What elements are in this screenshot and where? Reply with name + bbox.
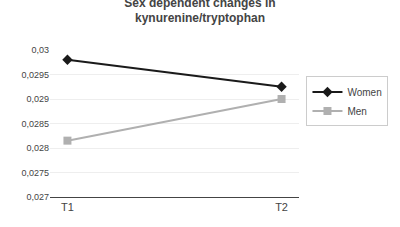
svg-text:0,0275: 0,0275 (21, 168, 49, 178)
svg-text:0,03: 0,03 (31, 45, 49, 55)
svg-text:T2: T2 (275, 201, 288, 213)
svg-text:0,027: 0,027 (26, 192, 49, 202)
svg-text:0,0285: 0,0285 (21, 119, 49, 129)
svg-text:T1: T1 (61, 201, 74, 213)
svg-text:Women: Women (347, 87, 381, 98)
svg-text:Men: Men (347, 106, 366, 117)
svg-text:0,0295: 0,0295 (21, 70, 49, 80)
svg-text:Sex dependent changes inkynure: Sex dependent changes inkynurenine/trypt… (124, 0, 275, 25)
svg-text:0,028: 0,028 (26, 143, 49, 153)
svg-text:0,029: 0,029 (26, 94, 49, 104)
